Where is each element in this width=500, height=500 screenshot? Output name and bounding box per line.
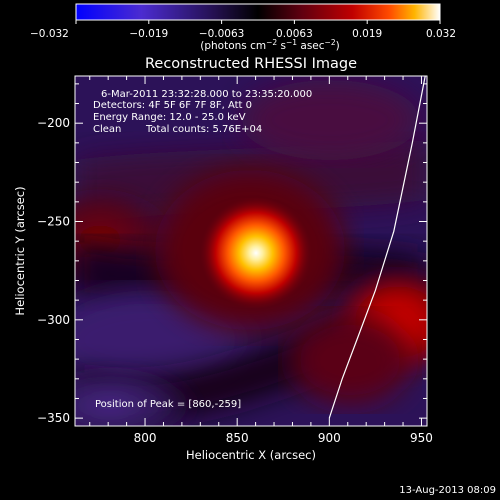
x-tick-label: 900 xyxy=(318,431,341,445)
timestamp: 13-Aug-2013 08:09 xyxy=(399,485,496,496)
y-tick-label: −250 xyxy=(37,215,70,229)
y-tick-label: −300 xyxy=(37,313,70,327)
colorbar-tick-label: −0.032 xyxy=(30,28,69,40)
colorbar-tick-label: 0.032 xyxy=(426,28,456,40)
plot-frame xyxy=(74,75,428,427)
x-tick-label: 950 xyxy=(410,431,433,445)
x-axis-label: Heliocentric X (arcsec) xyxy=(186,448,316,462)
algorithm-text: Clean xyxy=(93,124,121,135)
chart-title: Reconstructed RHESSI Image xyxy=(145,56,357,72)
annotation-block: 6-Mar-2011 23:32:28.000 to 23:35:20.000 … xyxy=(93,89,312,135)
x-tick-label: 850 xyxy=(226,431,249,445)
axis-ticks xyxy=(75,76,427,426)
colorbar-tick-label: 0.019 xyxy=(352,28,382,40)
detectors-text: Detectors: 4F 5F 6F 7F 8F, Att 0 xyxy=(93,100,252,111)
x-tick-label: 800 xyxy=(134,431,157,445)
y-axis-label: Heliocentric Y (arcsec) xyxy=(13,186,27,315)
colorbar-tick-labels: −0.032 −0.019 −0.0063 0.0063 0.019 0.032 xyxy=(30,28,456,40)
colorbar-tick-label: −0.0063 xyxy=(199,28,245,40)
y-tick-labels: −200 −250 −300 −350 xyxy=(37,116,70,425)
heatmap-image xyxy=(75,76,427,426)
colorbar xyxy=(75,3,441,21)
y-tick-label: −350 xyxy=(37,411,70,425)
peak-position-text: Position of Peak = [860,-259] xyxy=(95,399,241,410)
colorbar-ticks xyxy=(75,20,441,24)
colorbar-tick-label: −0.019 xyxy=(129,28,168,40)
total-counts-text: Total counts: 5.76E+04 xyxy=(145,124,262,135)
energy-range-text: Energy Range: 12.0 - 25.0 keV xyxy=(93,112,246,123)
y-tick-label: −200 xyxy=(37,116,70,130)
x-tick-labels: 800 850 900 950 xyxy=(134,431,433,445)
solar-limb-line xyxy=(328,76,426,419)
time-range-text: 6-Mar-2011 23:32:28.000 to 23:35:20.000 xyxy=(101,89,312,100)
colorbar-label: (photons cm−2 s−1 asec−2) xyxy=(200,38,339,52)
colorbar-tick-label: 0.0063 xyxy=(276,28,313,40)
